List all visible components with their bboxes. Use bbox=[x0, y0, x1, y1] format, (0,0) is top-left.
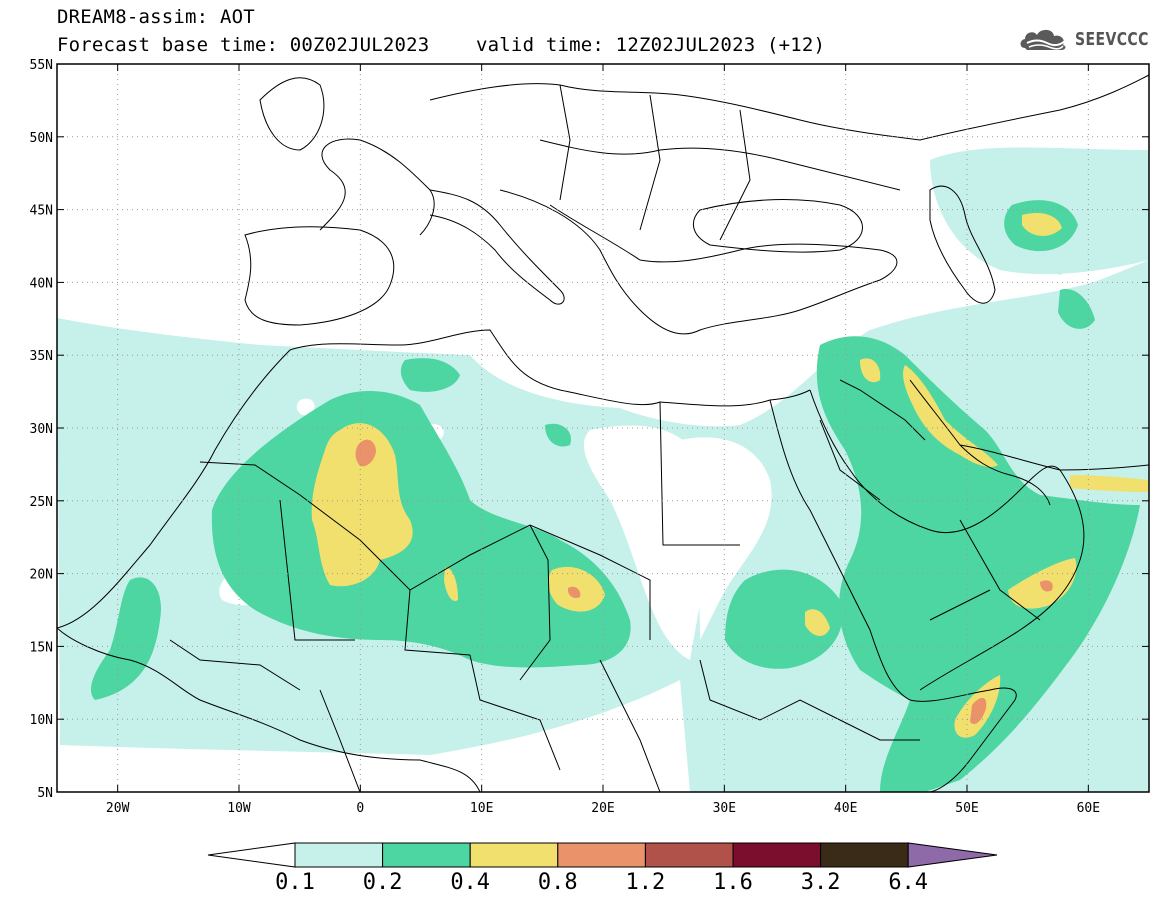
colorbar-level-label: 1.6 bbox=[713, 870, 753, 895]
lon-label: 30E bbox=[713, 801, 736, 816]
lat-label: 30N bbox=[30, 422, 53, 437]
colorbar bbox=[207, 842, 998, 868]
lon-label: 60E bbox=[1077, 801, 1100, 816]
chart-title: DREAM8-assim: AOT bbox=[57, 6, 255, 28]
colorbar-under-arrow bbox=[207, 842, 296, 868]
colorbar-level-label: 0.4 bbox=[450, 870, 491, 895]
lat-label: 45N bbox=[30, 204, 53, 219]
graticule bbox=[57, 64, 1149, 792]
lat-label: 15N bbox=[30, 640, 53, 655]
colorbar-level-label: 0.1 bbox=[275, 870, 315, 895]
lat-label: 10N bbox=[30, 713, 53, 728]
lat-label: 20N bbox=[30, 568, 53, 583]
coastlines bbox=[57, 74, 1149, 792]
colorbar-level-label: 0.2 bbox=[362, 870, 403, 895]
aot-field bbox=[57, 147, 1149, 792]
colorbar-swatch bbox=[644, 842, 734, 868]
lon-label: 0 bbox=[356, 801, 364, 816]
colorbar-swatch bbox=[557, 842, 646, 868]
lon-label: 50E bbox=[955, 801, 978, 816]
lat-label: 40N bbox=[30, 276, 53, 291]
lon-label: 10E bbox=[470, 801, 493, 816]
colorbar-swatch bbox=[469, 842, 559, 868]
colorbar-level-label: 6.4 bbox=[888, 870, 929, 895]
lat-label: 55N bbox=[30, 58, 53, 73]
colorbar-swatch bbox=[294, 842, 384, 868]
colorbar-swatch bbox=[820, 842, 909, 868]
lon-axis: 20W 10W 0 10E 20E 30E 40E 50E 60E bbox=[106, 64, 1100, 816]
time-info: Forecast base time: 00Z02JUL2023 valid t… bbox=[57, 34, 825, 56]
cloud-logo-icon bbox=[1020, 29, 1066, 50]
lon-label: 20E bbox=[591, 801, 614, 816]
lon-label: 20W bbox=[106, 801, 130, 816]
colorbar-level-label: 3.2 bbox=[800, 870, 841, 895]
logo-text: SEEVCCC bbox=[1075, 28, 1149, 50]
seevccc-logo: SEEVCCC bbox=[1017, 24, 1165, 54]
lon-label: 40E bbox=[834, 801, 857, 816]
colorbar-level-label: 1.2 bbox=[625, 870, 666, 895]
lat-label: 35N bbox=[30, 349, 53, 364]
colorbar-over-arrow bbox=[907, 842, 998, 868]
lat-axis: 55N 50N 45N 40N 35N 30N 25N 20N 15N 10N 5N bbox=[30, 58, 1149, 801]
lat-label: 50N bbox=[30, 131, 53, 146]
colorbar-swatch bbox=[382, 842, 471, 868]
colorbar-level-label: 0.8 bbox=[537, 870, 578, 895]
lon-label: 10W bbox=[227, 801, 251, 816]
lat-label: 25N bbox=[30, 495, 53, 510]
lat-label: 5N bbox=[37, 786, 53, 801]
base-time-label: Forecast base time: 00Z02JUL2023 bbox=[57, 34, 430, 56]
valid-time-label: valid time: 12Z02JUL2023 (+12) bbox=[476, 34, 826, 56]
colorbar-swatch bbox=[732, 842, 822, 868]
